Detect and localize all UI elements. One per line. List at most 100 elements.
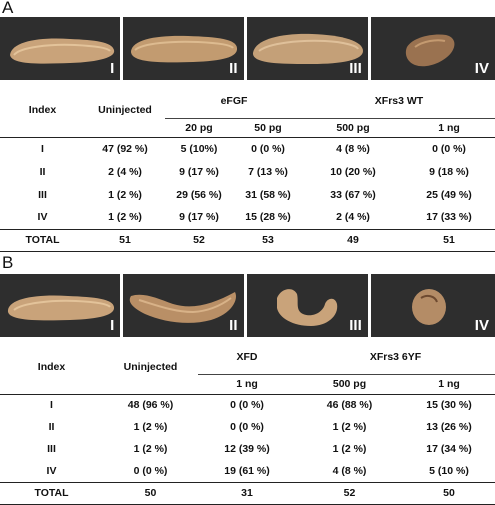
cell-value: 13 (26 %) bbox=[426, 421, 472, 433]
embryo-image bbox=[10, 38, 115, 64]
cell-value: 33 (67 %) bbox=[330, 188, 376, 201]
row-index: IV bbox=[37, 211, 48, 224]
cell-value: 1 (2 %) bbox=[108, 211, 142, 224]
phenotype-label: I bbox=[110, 60, 115, 77]
phenotype-label: IV bbox=[474, 317, 489, 334]
embryo-photo-a4: IV bbox=[370, 17, 495, 80]
phenotype-label: IV bbox=[474, 60, 489, 77]
total-value: 51 bbox=[403, 228, 495, 252]
embryo-photo-b3: III bbox=[246, 274, 368, 337]
embryo-photo-b4: IV bbox=[370, 274, 495, 337]
phenotype-label: I bbox=[110, 317, 115, 334]
row-index: II bbox=[39, 165, 46, 178]
cell-value: 15 (28 %) bbox=[245, 211, 291, 224]
cell-value: 10 (20 %) bbox=[330, 165, 376, 178]
embryo-photo-a1: I bbox=[0, 17, 121, 80]
cell-value: 7 (13 %) bbox=[248, 165, 288, 178]
panel-b-image-strip: I II III IV bbox=[0, 274, 495, 337]
cell-value: 9 (17 %) bbox=[179, 211, 219, 224]
panel-a-table: Index Uninjected eFGF XFrs3 WT 20 pg 50 … bbox=[0, 84, 495, 252]
header-index: Index bbox=[0, 84, 85, 138]
row-index: III bbox=[47, 443, 56, 455]
header-efgf: eFGF bbox=[165, 84, 303, 119]
total-value: 51 bbox=[85, 228, 165, 252]
cell-value: 9 (18 %) bbox=[429, 165, 469, 178]
header-xfd: XFD bbox=[198, 340, 296, 375]
embryo-image bbox=[131, 35, 238, 63]
table-row: III 1 (2 %) 29 (56 %) 31 (58 %) 33 (67 %… bbox=[0, 183, 495, 206]
total-value: 53 bbox=[233, 228, 303, 252]
total-value: 49 bbox=[303, 228, 403, 252]
row-index: I bbox=[50, 399, 53, 412]
embryo-image bbox=[276, 289, 337, 326]
cell-value: 1 (2 %) bbox=[133, 421, 168, 433]
cell-value: 4 (8 %) bbox=[336, 142, 370, 155]
cell-value: 15 (30 %) bbox=[426, 399, 472, 412]
header-dose: 1 ng bbox=[403, 374, 495, 395]
cell-value: 0 (0 %) bbox=[251, 142, 285, 155]
cell-value: 2 (4 %) bbox=[108, 165, 142, 178]
embryo-photo-a2: II bbox=[123, 17, 244, 80]
cell-value: 5 (10%) bbox=[180, 142, 218, 155]
cell-value: 5 (10 %) bbox=[429, 464, 469, 477]
cell-value: 2 (4 %) bbox=[336, 211, 370, 224]
total-row: TOTAL 50 31 52 50 bbox=[0, 481, 495, 505]
embryo-photo-b1: I bbox=[0, 274, 121, 337]
cell-value: 1 (2 %) bbox=[332, 443, 367, 455]
header-uninjected: Uninjected bbox=[85, 84, 165, 138]
row-index: IV bbox=[46, 464, 57, 477]
table-row: I 48 (96 %) 0 (0 %) 46 (88 %) 15 (30 %) bbox=[0, 394, 495, 416]
cell-value: 1 (2 %) bbox=[108, 188, 142, 201]
header-dose: 500 pg bbox=[303, 118, 403, 138]
cell-value: 29 (56 %) bbox=[176, 188, 222, 201]
cell-value: 9 (17 %) bbox=[179, 165, 219, 178]
cell-value: 4 (8 %) bbox=[332, 464, 367, 477]
total-row: TOTAL 51 52 53 49 51 bbox=[0, 228, 495, 252]
total-label: TOTAL bbox=[0, 228, 85, 252]
total-value: 50 bbox=[103, 481, 198, 505]
panel-a-letter: A bbox=[2, 0, 14, 17]
panel-b-letter: B bbox=[2, 253, 14, 272]
cell-value: 31 (58 %) bbox=[245, 188, 291, 201]
header-uninjected: Uninjected bbox=[103, 340, 198, 395]
phenotype-label: III bbox=[349, 317, 362, 334]
total-value: 52 bbox=[296, 481, 403, 505]
phenotype-label: III bbox=[349, 60, 362, 77]
cell-value: 47 (92 %) bbox=[102, 142, 148, 155]
panel-b-table: Index Uninjected XFD XFrs3 6YF 1 ng 500 … bbox=[0, 340, 495, 505]
table-row: IV 0 (0 %) 19 (61 %) 4 (8 %) 5 (10 %) bbox=[0, 460, 495, 482]
header-dose: 1 ng bbox=[198, 374, 296, 395]
table-row: IV 1 (2 %) 9 (17 %) 15 (28 %) 2 (4 %) 17… bbox=[0, 206, 495, 229]
cell-value: 0 (0 %) bbox=[230, 421, 264, 433]
embryo-photo-b2: II bbox=[123, 274, 244, 337]
header-xfrs3-wt: XFrs3 WT bbox=[303, 84, 495, 119]
total-value: 50 bbox=[403, 481, 495, 505]
embryo-image bbox=[405, 34, 455, 67]
cell-value: 48 (96 %) bbox=[127, 399, 174, 412]
row-index: I bbox=[41, 142, 44, 155]
embryo-image bbox=[130, 292, 237, 323]
cell-value: 1 (2 %) bbox=[332, 421, 367, 433]
header-dose: 500 pg bbox=[296, 374, 403, 395]
row-index: II bbox=[48, 421, 55, 433]
embryo-image bbox=[411, 289, 446, 325]
cell-value: 19 (61 %) bbox=[224, 464, 270, 477]
table-row: II 1 (2 %) 0 (0 %) 1 (2 %) 13 (26 %) bbox=[0, 416, 495, 438]
cell-value: 0 (0 %) bbox=[432, 142, 466, 155]
header-dose: 20 pg bbox=[165, 118, 233, 138]
panel-a-image-strip: I II III IV bbox=[0, 17, 495, 80]
total-value: 31 bbox=[198, 481, 296, 505]
table-row: II 2 (4 %) 9 (17 %) 7 (13 %) 10 (20 %) 9… bbox=[0, 160, 495, 183]
cell-value: 17 (34 %) bbox=[426, 443, 472, 455]
cell-value: 1 (2 %) bbox=[133, 443, 168, 455]
cell-value: 0 (0 %) bbox=[133, 464, 168, 477]
embryo-image bbox=[252, 33, 363, 64]
header-dose: 1 ng bbox=[403, 118, 495, 138]
phenotype-label: II bbox=[229, 60, 238, 77]
cell-value: 25 (49 %) bbox=[426, 188, 472, 201]
header-index: Index bbox=[0, 340, 103, 395]
header-xfrs3-6yf: XFrs3 6YF bbox=[296, 340, 495, 375]
embryo-image bbox=[7, 295, 115, 321]
embryo-photo-a3: III bbox=[246, 17, 368, 80]
phenotype-label: II bbox=[229, 317, 238, 334]
